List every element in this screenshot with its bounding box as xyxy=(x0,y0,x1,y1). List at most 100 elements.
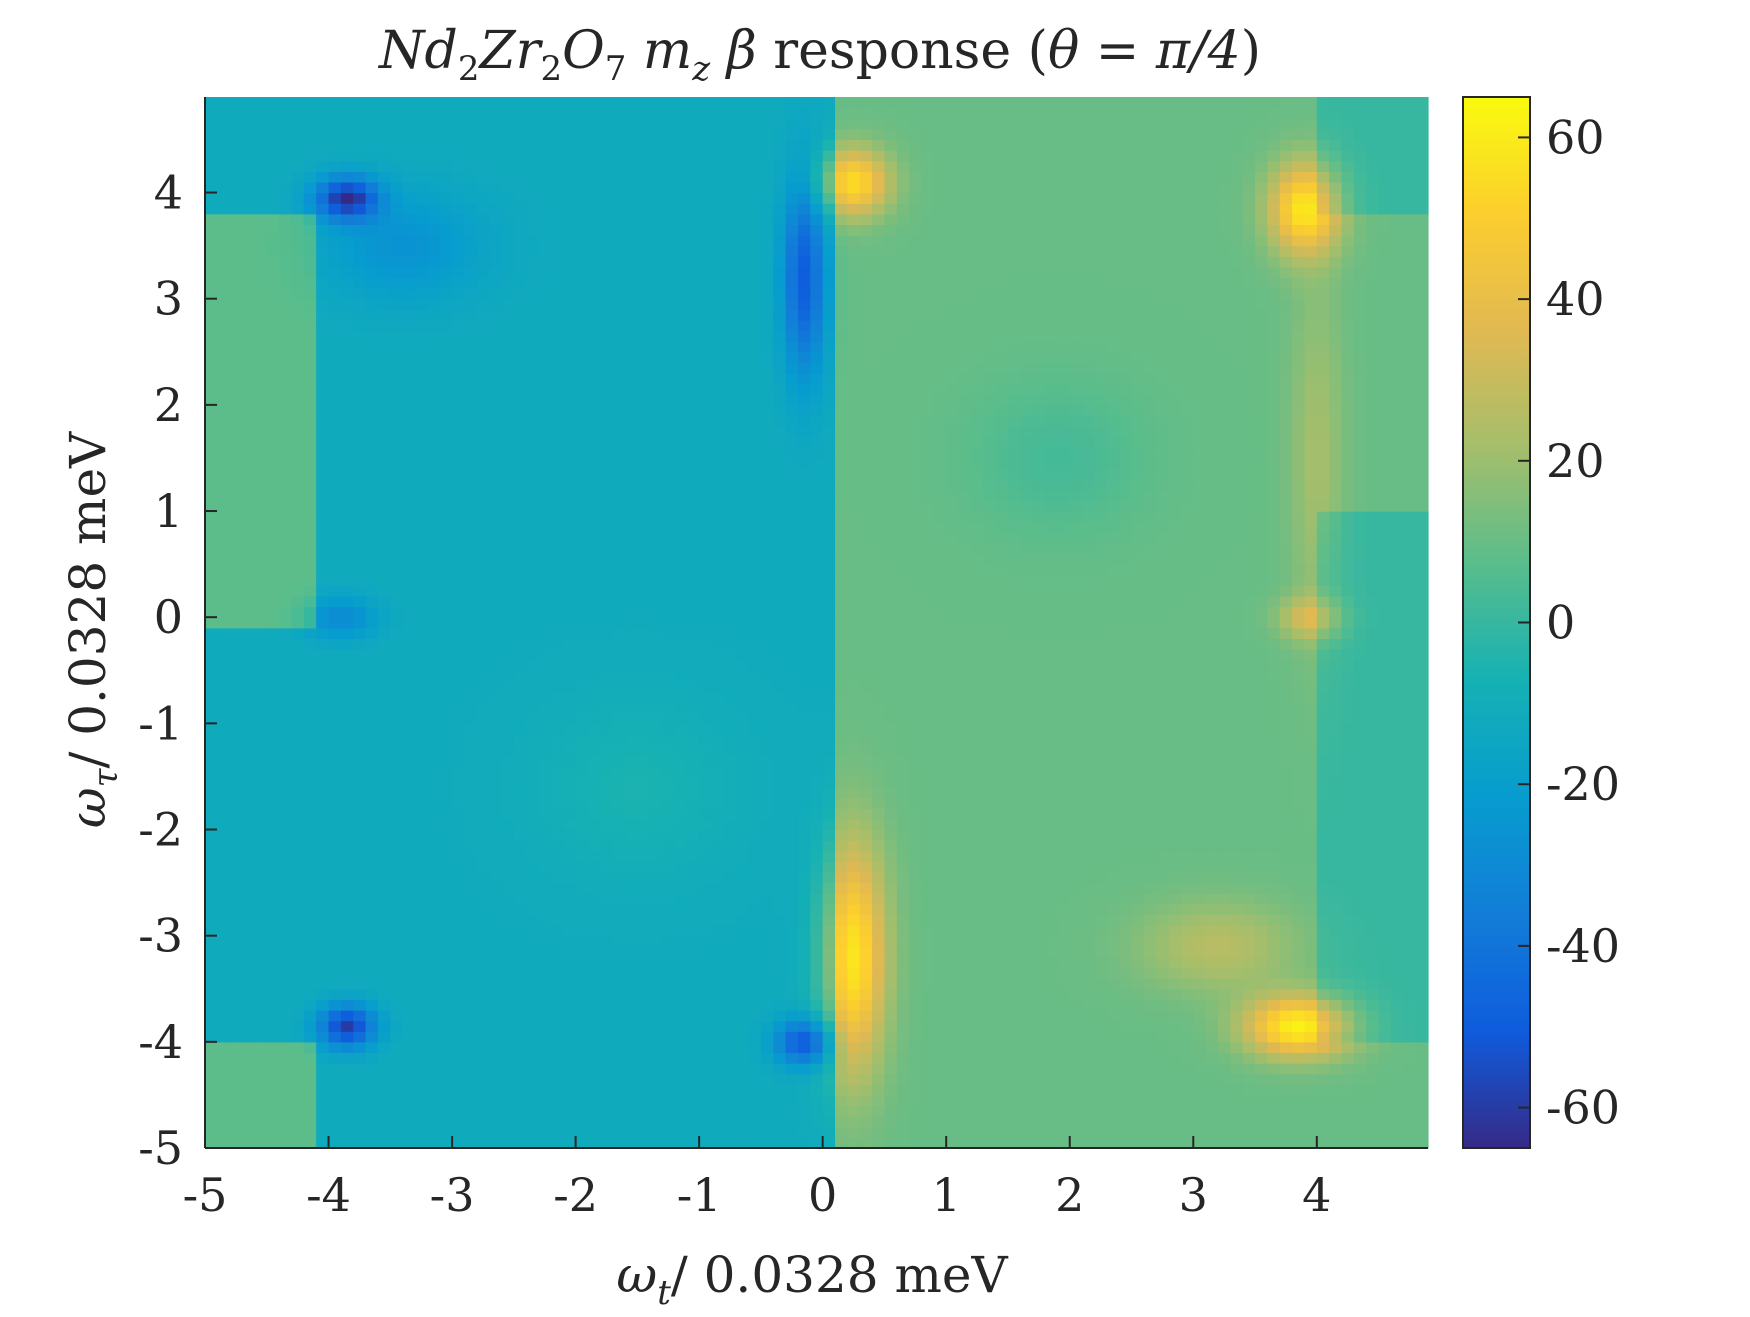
heatmap-cell xyxy=(1230,797,1244,809)
heatmap-cell xyxy=(637,723,651,735)
heatmap-cell xyxy=(1255,956,1268,969)
heatmap-cell xyxy=(773,649,787,661)
heatmap-cell xyxy=(686,818,700,831)
heatmap-cell xyxy=(958,1126,972,1138)
heatmap-cell xyxy=(649,861,663,873)
heatmap-cell xyxy=(711,606,725,618)
heatmap-cell xyxy=(464,627,478,640)
heatmap-cell xyxy=(1316,956,1330,969)
heatmap-cell xyxy=(1119,744,1133,756)
heatmap-cell xyxy=(279,680,293,693)
heatmap-cell xyxy=(254,1084,268,1096)
heatmap-cell xyxy=(1378,617,1392,629)
heatmap-cell xyxy=(637,967,651,979)
heatmap-cell xyxy=(1415,999,1429,1011)
heatmap-cell xyxy=(587,999,601,1011)
heatmap-cell xyxy=(587,680,601,693)
heatmap-cell xyxy=(1168,712,1182,724)
heatmap-cell xyxy=(415,649,428,661)
heatmap-cell xyxy=(1316,617,1330,629)
heatmap-cell xyxy=(1082,627,1096,640)
heatmap-cell xyxy=(538,935,552,947)
heatmap-cell xyxy=(538,988,552,1000)
heatmap-cell xyxy=(921,935,935,947)
heatmap-cell xyxy=(1168,967,1182,979)
heatmap-cell xyxy=(1205,1137,1219,1149)
heatmap-cell xyxy=(674,755,688,767)
heatmap-cell xyxy=(390,797,404,809)
heatmap-cell xyxy=(884,946,898,958)
heatmap-cell xyxy=(933,702,947,714)
heatmap-cell xyxy=(612,638,626,650)
heatmap-cell xyxy=(353,787,367,799)
heatmap-cell xyxy=(1180,988,1194,1000)
heatmap-cell xyxy=(625,903,638,916)
heatmap-cell xyxy=(1168,680,1182,693)
heatmap-cell xyxy=(958,1009,972,1022)
heatmap-cell xyxy=(748,1073,762,1085)
heatmap-cell xyxy=(1057,1020,1071,1032)
heatmap-cell xyxy=(649,1052,663,1064)
heatmap-cell xyxy=(1230,1105,1244,1117)
heatmap-cell xyxy=(933,1052,947,1064)
heatmap-cell xyxy=(1217,893,1231,905)
heatmap-cell xyxy=(587,617,601,629)
heatmap-cell xyxy=(1057,956,1071,969)
heatmap-cell xyxy=(1156,1009,1170,1022)
heatmap-cell xyxy=(266,1063,280,1075)
heatmap-cell xyxy=(1156,680,1170,693)
heatmap-cell xyxy=(1279,1105,1293,1117)
heatmap-cell xyxy=(1316,903,1330,916)
heatmap-cell xyxy=(1230,627,1244,640)
heatmap-cell xyxy=(254,829,268,841)
heatmap-cell xyxy=(1230,755,1244,767)
heatmap-cell xyxy=(1217,946,1231,958)
heatmap-cell xyxy=(563,1052,577,1064)
heatmap-cell xyxy=(995,893,1009,905)
heatmap-cell xyxy=(340,978,354,990)
heatmap-cell xyxy=(662,1126,676,1138)
heatmap-cell xyxy=(328,967,342,979)
heatmap-cell xyxy=(1242,935,1256,947)
heatmap-cell xyxy=(1094,712,1108,724)
heatmap-cell xyxy=(1255,861,1268,873)
heatmap-cell xyxy=(390,882,404,894)
heatmap-cell xyxy=(452,978,466,990)
heatmap-cell xyxy=(662,818,676,831)
heatmap-cell xyxy=(501,818,515,831)
heatmap-cell xyxy=(1094,1052,1108,1064)
heatmap-cell xyxy=(266,1020,280,1032)
heatmap-cell xyxy=(896,1020,910,1032)
heatmap-cell xyxy=(1007,702,1021,714)
heatmap-cell xyxy=(1082,712,1096,724)
heatmap-cell xyxy=(970,871,984,884)
heatmap-cell xyxy=(1156,882,1170,894)
heatmap-cell xyxy=(958,755,972,767)
heatmap-cell xyxy=(1168,1137,1182,1149)
heatmap-cell xyxy=(1304,1105,1318,1117)
heatmap-cell xyxy=(328,1020,342,1032)
heatmap-cell xyxy=(637,787,651,799)
heatmap-cell xyxy=(946,755,960,767)
heatmap-cell xyxy=(205,882,218,894)
heatmap-cell xyxy=(254,744,268,756)
heatmap-cell xyxy=(550,818,564,831)
heatmap-cell xyxy=(291,893,305,905)
heatmap-cell xyxy=(1094,797,1108,809)
heatmap-cell xyxy=(1143,617,1157,629)
heatmap-cell xyxy=(464,840,478,852)
heatmap-cell xyxy=(970,723,984,735)
heatmap-cell xyxy=(1329,935,1343,947)
heatmap-cell xyxy=(1156,638,1170,650)
heatmap-cell xyxy=(760,659,774,671)
heatmap-cell xyxy=(316,638,330,650)
heatmap-cell xyxy=(1403,1009,1417,1022)
heatmap-cell xyxy=(1168,946,1182,958)
heatmap-cell xyxy=(489,1094,503,1107)
heatmap-cell xyxy=(340,808,354,820)
heatmap-cell xyxy=(353,1116,367,1128)
heatmap-cell xyxy=(946,871,960,884)
heatmap-cell xyxy=(316,808,330,820)
heatmap-cell xyxy=(1378,627,1392,640)
heatmap-cell xyxy=(1341,1084,1355,1096)
